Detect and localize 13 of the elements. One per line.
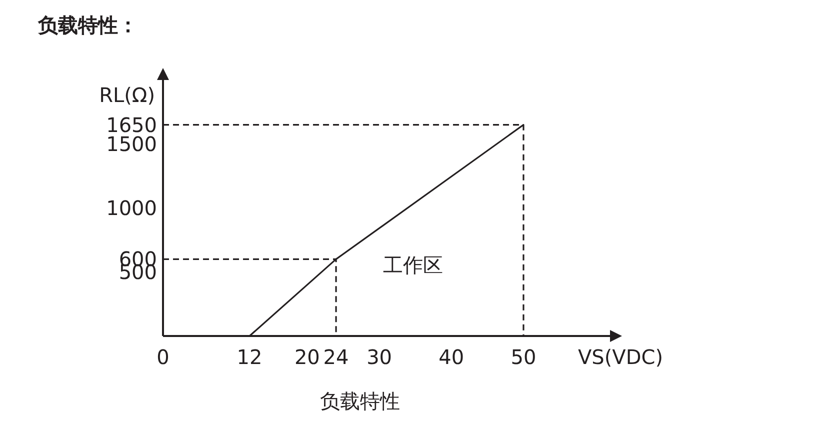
x-tick-label: 0 [156, 345, 170, 369]
y-axis-title: RL(Ω) [99, 83, 155, 107]
text: 负载特性 [320, 389, 400, 413]
x-tick-label: 20 [294, 345, 320, 369]
chart-title: 负载特性： [37, 13, 138, 37]
x-tick-label: 12 [236, 345, 262, 369]
annotation: 工作区 [383, 253, 443, 277]
x-axis-title: VS(VDC) [578, 345, 664, 369]
y-tick-label: 1000 [106, 196, 157, 220]
x-tick-label: 50 [510, 345, 536, 369]
x-tick-label: 24 [323, 345, 349, 369]
x-tick-label: 30 [366, 345, 392, 369]
x-tick-label: 40 [438, 345, 464, 369]
